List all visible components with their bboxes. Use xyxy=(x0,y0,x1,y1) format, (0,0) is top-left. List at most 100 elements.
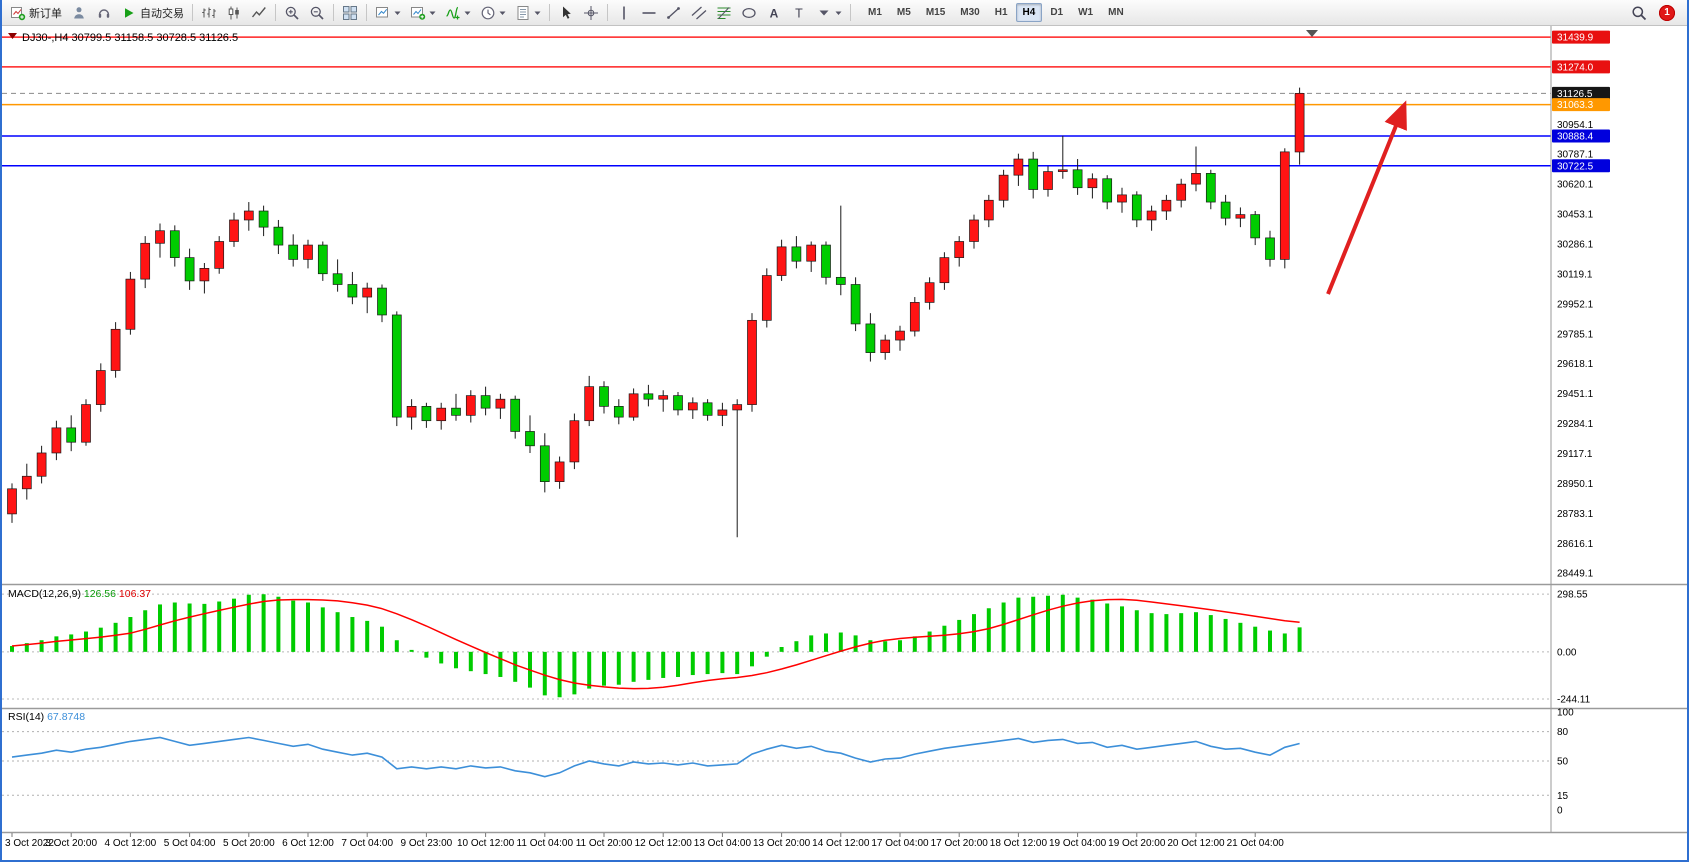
timeframe-button-m30[interactable]: M30 xyxy=(953,3,986,22)
timeframe-button-h1[interactable]: H1 xyxy=(988,3,1015,22)
candle-body xyxy=(421,406,432,422)
market-watch-button[interactable] xyxy=(67,2,91,23)
horizontal-line-icon xyxy=(642,11,656,14)
candle-body xyxy=(1161,199,1172,212)
price-badge xyxy=(1552,98,1610,112)
time-label: 13 Oct 04:00 xyxy=(694,838,752,849)
price-tick-label: 28950.1 xyxy=(1557,479,1594,490)
tile-windows-button[interactable] xyxy=(338,2,362,23)
profiles-button[interactable] xyxy=(371,2,405,23)
person-icon xyxy=(74,6,84,18)
timeframe-button-h4[interactable]: H4 xyxy=(1015,3,1043,22)
candle-body xyxy=(1191,173,1201,185)
time-label: 3 Oct 20:00 xyxy=(45,838,97,849)
vertical-line-icon xyxy=(623,6,625,19)
candle-body xyxy=(510,398,521,432)
candle-body xyxy=(21,475,32,490)
candlestick-button[interactable] xyxy=(222,2,246,23)
macd-panel: 298.55 0.00 -244.11 MACD(12,26,9) 126.56 10… xyxy=(2,588,1591,706)
macd-tick-label: 298.55 xyxy=(1557,590,1588,601)
timeframe-button-m1[interactable]: M1 xyxy=(861,3,889,22)
zoom-in-icon xyxy=(285,6,299,20)
timeframe-button-m15[interactable]: M15 xyxy=(919,3,952,22)
trendline-button[interactable] xyxy=(662,2,686,23)
candle-body xyxy=(865,323,876,353)
chart-shift-marker[interactable] xyxy=(1306,30,1318,37)
template-icon xyxy=(517,5,529,20)
periods-button[interactable] xyxy=(476,2,510,23)
shapes-button[interactable] xyxy=(737,2,761,23)
price-tick-label: 30286.1 xyxy=(1557,239,1594,250)
price-badge xyxy=(1552,86,1610,100)
price-badge-label: 30722.5 xyxy=(1557,161,1594,172)
candle-body xyxy=(110,328,121,371)
text-button[interactable]: A xyxy=(762,2,786,23)
fibonacci-button[interactable] xyxy=(712,2,736,23)
zoom-in-button[interactable] xyxy=(280,2,304,23)
horizontal-line-button[interactable] xyxy=(637,2,661,23)
new-order-button[interactable]: 新订单 xyxy=(6,2,66,23)
timeframe-button-m5[interactable]: M5 xyxy=(890,3,918,22)
dropdown-caret-icon xyxy=(394,11,401,15)
candle-body xyxy=(628,393,639,418)
notification-badge[interactable]: 1 xyxy=(1659,4,1675,21)
candle-body xyxy=(1294,93,1305,153)
candle-body xyxy=(954,241,965,258)
candle-body xyxy=(569,420,580,463)
trend-arrow-annotation[interactable] xyxy=(1326,100,1407,295)
timeframe-button-d1[interactable]: D1 xyxy=(1043,3,1070,22)
time-label: 4 Oct 12:00 xyxy=(105,838,157,849)
templates-button[interactable] xyxy=(511,2,545,23)
symbol-marker-icon xyxy=(8,33,17,39)
candle-body xyxy=(1235,214,1246,219)
rsi-tick-label: 100 xyxy=(1557,708,1574,719)
bar-chart-button[interactable] xyxy=(197,2,221,23)
headset-icon xyxy=(98,8,110,18)
price-tick-label: 30620.1 xyxy=(1557,180,1594,191)
candle-body xyxy=(332,273,343,285)
support-chat-button[interactable] xyxy=(92,2,116,23)
price-badge-label: 31274.0 xyxy=(1557,62,1594,73)
line-chart-button[interactable] xyxy=(247,2,271,23)
time-label: 5 Oct 04:00 xyxy=(164,838,216,849)
candle-body xyxy=(658,395,669,400)
time-label: 6 Oct 12:00 xyxy=(282,838,334,849)
timeframe-button-mn[interactable]: MN xyxy=(1101,3,1131,22)
zoom-out-button[interactable] xyxy=(305,2,329,23)
candle-body xyxy=(969,219,979,242)
new-chart-button[interactable] xyxy=(406,2,440,23)
candle-body xyxy=(303,244,313,260)
autotrading-button-label: 自动交易 xyxy=(140,7,184,20)
vertical-line-button[interactable] xyxy=(612,2,636,23)
crosshair-button[interactable] xyxy=(579,2,603,23)
main-toolbar: 新订单 自动交易 A T M1 M5 M15 M30 H1 H4 D1 W1 MN 1 xyxy=(2,0,1687,26)
shapes-icon xyxy=(742,7,756,18)
candle-body xyxy=(761,275,772,321)
rsi-tick-label: 80 xyxy=(1557,727,1569,738)
candlestick-icon xyxy=(228,6,239,19)
arrows-button[interactable] xyxy=(812,2,846,23)
autotrading-button[interactable]: 自动交易 xyxy=(117,2,188,23)
price-tick-label: 29785.1 xyxy=(1557,329,1594,340)
chart-plus-icon xyxy=(411,6,426,20)
candle-body xyxy=(184,257,195,282)
time-label: 3 Oct 2022 xyxy=(5,838,54,849)
price-tick-label: 29952.1 xyxy=(1557,299,1594,310)
candle-body xyxy=(732,404,743,411)
label-button[interactable]: T xyxy=(787,2,811,23)
price-tick-label: 29618.1 xyxy=(1557,359,1594,370)
price-tick-label: 29117.1 xyxy=(1557,449,1593,460)
candle-body xyxy=(81,404,91,443)
price-tick-label: 30453.1 xyxy=(1557,210,1594,221)
timeframe-button-w1[interactable]: W1 xyxy=(1071,3,1100,22)
price-tick-label: 30119.1 xyxy=(1557,269,1593,280)
price-badge-label: 30888.4 xyxy=(1557,132,1594,143)
search-button[interactable] xyxy=(1627,2,1651,23)
channel-button[interactable] xyxy=(687,2,711,23)
cursor-button[interactable] xyxy=(554,2,578,23)
candle-body xyxy=(273,226,284,246)
candle-body xyxy=(821,244,831,278)
indicators-button[interactable] xyxy=(441,2,475,23)
